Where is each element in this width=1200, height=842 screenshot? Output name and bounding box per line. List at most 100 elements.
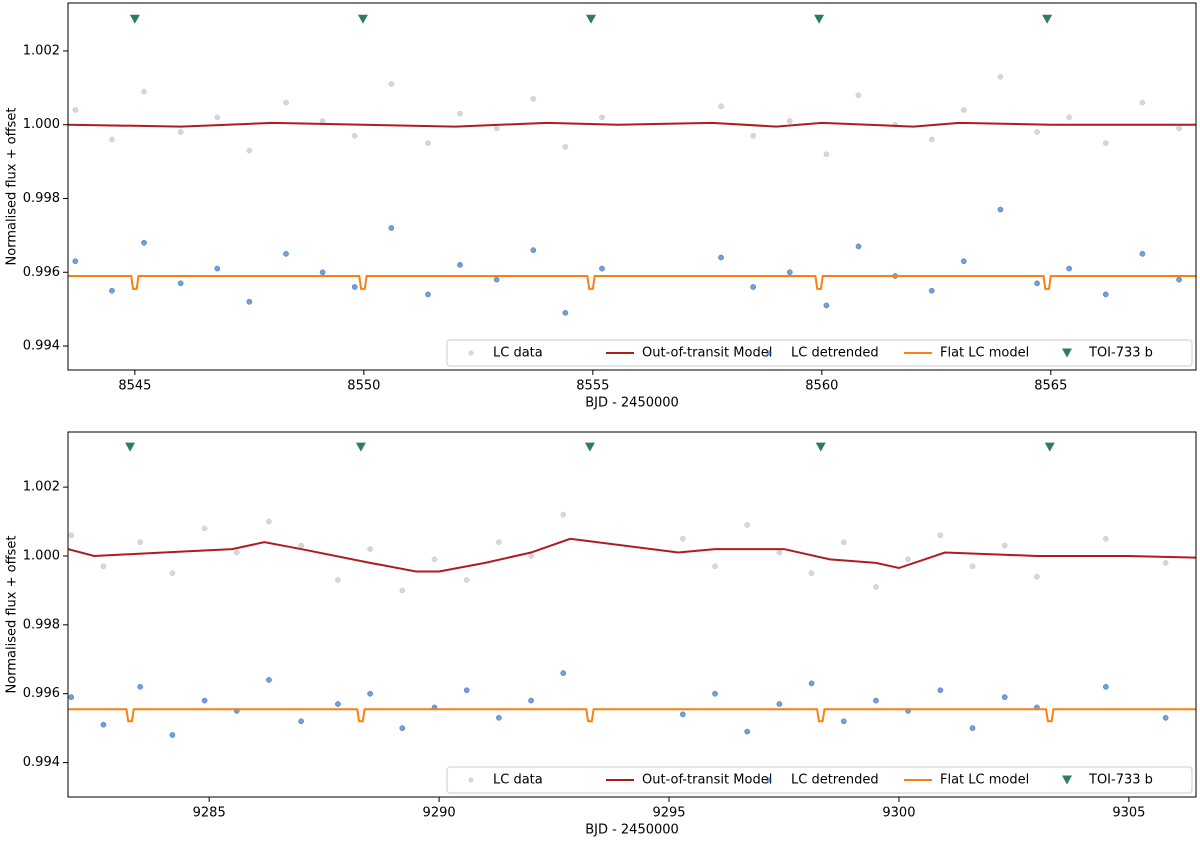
data-point — [283, 99, 289, 106]
data-point — [388, 225, 395, 231]
transit-marker — [1042, 14, 1053, 24]
y-tick-label: 0.994 — [23, 755, 60, 770]
data-point — [335, 577, 341, 583]
data-point — [750, 132, 756, 139]
x-tick-label: 8565 — [1034, 379, 1067, 394]
data-point — [1103, 535, 1109, 542]
data-point — [141, 239, 147, 246]
data-point — [201, 697, 208, 704]
data-point — [1034, 280, 1040, 287]
data-point — [351, 132, 358, 139]
data-point — [246, 147, 253, 154]
data-point — [937, 687, 944, 694]
legend-label: TOI-733 b — [1088, 773, 1153, 788]
x-axis-label: BJD - 2450000 — [585, 823, 679, 838]
transit-marker — [584, 442, 595, 452]
legend: LC data Out-of-transit Model LC detrended F… — [446, 339, 1193, 367]
data-point — [1139, 250, 1146, 257]
data-point — [169, 570, 176, 577]
data-point — [823, 302, 830, 309]
legend-swatch — [468, 777, 474, 783]
x-tick-label: 8560 — [805, 379, 838, 394]
data-point — [68, 694, 75, 700]
data-point — [266, 518, 272, 525]
data-point — [744, 728, 751, 735]
data-point — [1034, 129, 1040, 135]
legend-label: LC detrended — [791, 773, 879, 788]
data-point — [100, 721, 107, 728]
data-point — [855, 92, 862, 99]
x-tick-label: 9305 — [1112, 806, 1145, 821]
y-tick-label: 1.000 — [23, 548, 60, 563]
data-point — [463, 577, 470, 583]
data-point — [425, 140, 431, 147]
plot-area — [68, 14, 1196, 316]
x-tick-label: 9300 — [882, 806, 915, 821]
x-tick-label: 9295 — [652, 806, 685, 821]
data-point — [246, 298, 253, 305]
y-axis-label: Normalised flux + offset — [5, 536, 20, 694]
plot-area — [68, 442, 1196, 738]
data-point — [786, 118, 793, 124]
panel: 9285 9290 9295 9300 9305 0.994 0.996 0.998 1.000… — [5, 431, 1197, 838]
legend-label: Flat LC model — [940, 346, 1029, 361]
data-point — [530, 247, 537, 253]
data-point — [283, 250, 289, 257]
data-point — [177, 129, 184, 135]
x-tick-label: 9290 — [423, 806, 456, 821]
data-point — [1139, 99, 1146, 106]
data-point — [425, 291, 431, 298]
y-tick-label: 0.996 — [23, 686, 60, 701]
transit-marker — [815, 442, 826, 452]
transit-marker — [355, 442, 366, 452]
data-point — [873, 697, 879, 704]
data-point — [1103, 683, 1109, 690]
data-point — [109, 136, 115, 143]
y-axis-label: Normalised flux + offset — [5, 108, 20, 266]
legend-label: TOI-733 b — [1088, 346, 1153, 361]
data-point — [351, 284, 358, 290]
data-point — [1034, 573, 1040, 580]
data-point — [712, 563, 718, 570]
data-point — [679, 711, 686, 718]
data-point — [599, 114, 605, 121]
data-point — [928, 287, 935, 294]
data-point — [1066, 114, 1072, 121]
transit-marker — [357, 14, 368, 24]
data-point — [367, 690, 373, 697]
data-point — [496, 539, 502, 546]
legend: LC data Out-of-transit Model LC detrended F… — [446, 766, 1193, 794]
data-point — [718, 254, 724, 261]
data-point — [1162, 714, 1169, 721]
data-point — [298, 542, 304, 549]
data-point — [233, 549, 240, 556]
data-point — [873, 584, 879, 590]
data-point — [388, 81, 395, 87]
data-point — [399, 587, 406, 594]
legend-label: LC detrended — [791, 346, 879, 361]
data-point — [72, 107, 79, 113]
y-tick-label: 1.000 — [23, 117, 60, 132]
data-point — [266, 677, 272, 683]
transit-marker — [814, 14, 825, 24]
x-tick-label: 8545 — [118, 379, 151, 394]
data-point — [679, 535, 686, 542]
data-point — [169, 732, 176, 738]
data-point — [141, 88, 147, 95]
y-tick-label: 0.994 — [23, 339, 60, 354]
model-line — [68, 274, 1196, 290]
transit-marker — [1044, 442, 1055, 452]
data-point — [997, 206, 1004, 213]
data-point — [840, 718, 847, 725]
model-line — [68, 537, 1196, 573]
model-line — [68, 121, 1196, 128]
data-point — [530, 96, 537, 102]
data-point — [1176, 125, 1182, 132]
model-line — [68, 708, 1196, 723]
data-point — [319, 118, 326, 124]
legend-box — [446, 766, 1193, 794]
data-point — [776, 701, 783, 707]
axes-frame — [67, 2, 1197, 371]
data-point — [823, 151, 830, 158]
